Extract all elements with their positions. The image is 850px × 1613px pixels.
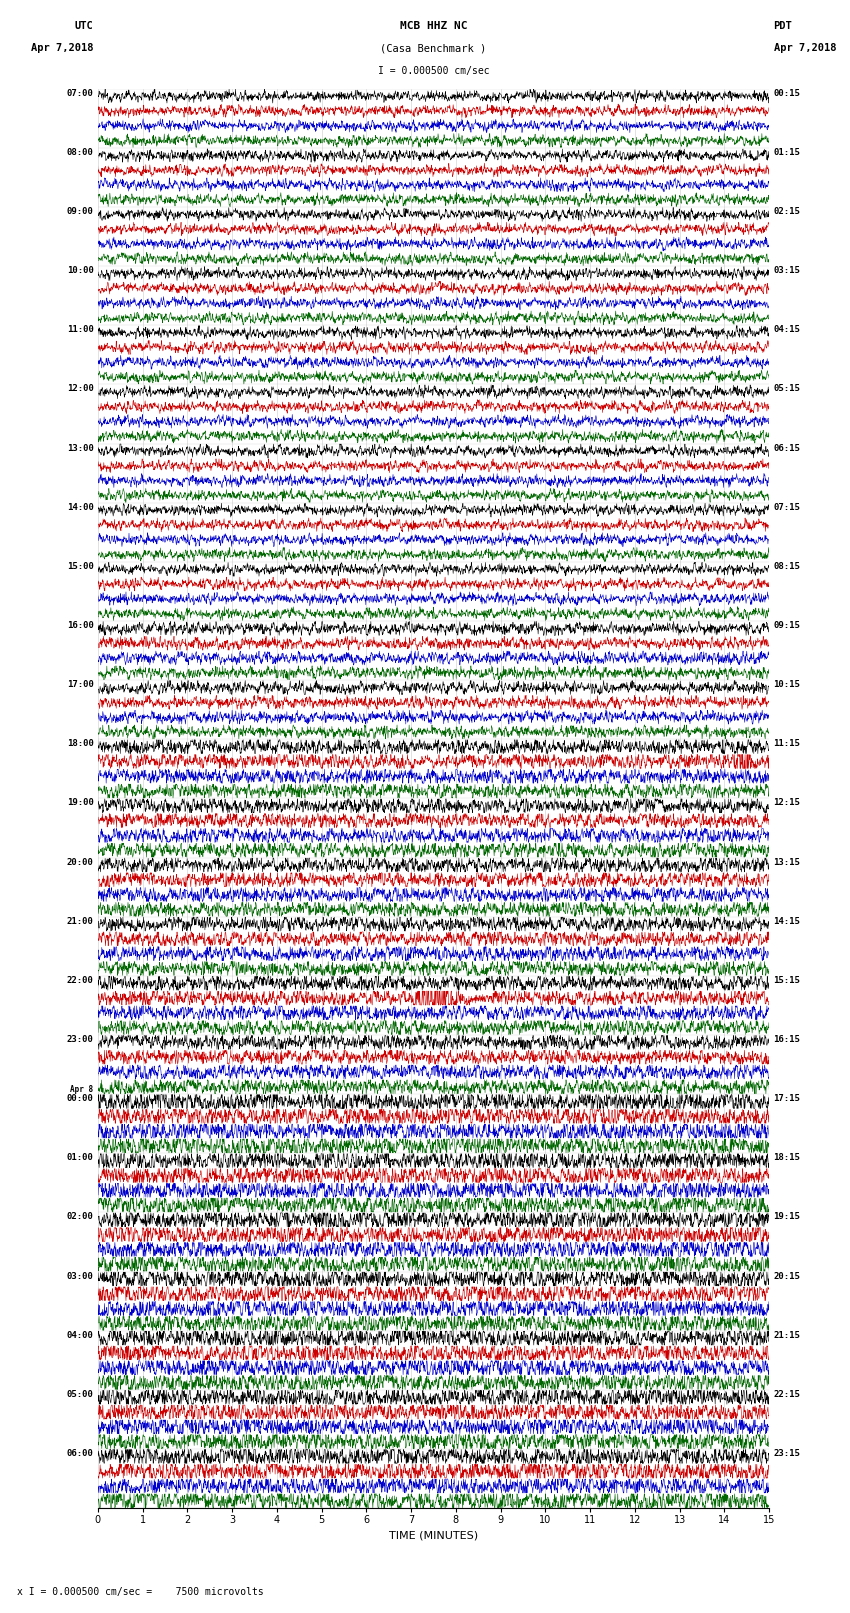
Text: MCB HHZ NC: MCB HHZ NC: [400, 21, 468, 31]
Text: 13:00: 13:00: [66, 444, 94, 453]
Text: 10:00: 10:00: [66, 266, 94, 276]
Text: 07:00: 07:00: [66, 89, 94, 98]
Text: 12:15: 12:15: [774, 798, 801, 808]
Text: UTC: UTC: [75, 21, 94, 31]
Text: (Casa Benchmark ): (Casa Benchmark ): [380, 44, 486, 53]
Text: 05:15: 05:15: [774, 384, 801, 394]
Text: 17:15: 17:15: [774, 1094, 801, 1103]
Text: PDT: PDT: [774, 21, 792, 31]
Text: 05:00: 05:00: [66, 1390, 94, 1398]
Text: 19:15: 19:15: [774, 1213, 801, 1221]
Text: 17:00: 17:00: [66, 681, 94, 689]
Text: 14:15: 14:15: [774, 916, 801, 926]
Text: 01:15: 01:15: [774, 148, 801, 156]
Text: 15:00: 15:00: [66, 561, 94, 571]
Text: 00:15: 00:15: [774, 89, 801, 98]
Text: 11:00: 11:00: [66, 326, 94, 334]
Text: 20:00: 20:00: [66, 858, 94, 866]
Text: 00:00: 00:00: [66, 1094, 94, 1103]
Text: I = 0.000500 cm/sec: I = 0.000500 cm/sec: [377, 66, 490, 76]
Text: 06:15: 06:15: [774, 444, 801, 453]
Text: 14:00: 14:00: [66, 503, 94, 511]
Text: 16:15: 16:15: [774, 1036, 801, 1044]
Text: 07:15: 07:15: [774, 503, 801, 511]
Text: 23:15: 23:15: [774, 1448, 801, 1458]
Text: x I = 0.000500 cm/sec =    7500 microvolts: x I = 0.000500 cm/sec = 7500 microvolts: [17, 1587, 264, 1597]
Text: 03:00: 03:00: [66, 1271, 94, 1281]
Text: 13:15: 13:15: [774, 858, 801, 866]
Text: Apr 7,2018: Apr 7,2018: [31, 44, 94, 53]
Text: 19:00: 19:00: [66, 798, 94, 808]
Text: 23:00: 23:00: [66, 1036, 94, 1044]
Text: 22:00: 22:00: [66, 976, 94, 986]
Text: 15:15: 15:15: [774, 976, 801, 986]
Text: 21:00: 21:00: [66, 916, 94, 926]
Text: 04:15: 04:15: [774, 326, 801, 334]
Text: 21:15: 21:15: [774, 1331, 801, 1340]
Text: 18:15: 18:15: [774, 1153, 801, 1163]
Text: 12:00: 12:00: [66, 384, 94, 394]
Text: 04:00: 04:00: [66, 1331, 94, 1340]
Text: 16:00: 16:00: [66, 621, 94, 631]
Text: 18:00: 18:00: [66, 739, 94, 748]
Text: 09:15: 09:15: [774, 621, 801, 631]
Text: 08:00: 08:00: [66, 148, 94, 156]
Text: Apr 7,2018: Apr 7,2018: [774, 44, 836, 53]
Text: 11:15: 11:15: [774, 739, 801, 748]
X-axis label: TIME (MINUTES): TIME (MINUTES): [389, 1531, 478, 1540]
Text: 08:15: 08:15: [774, 561, 801, 571]
Text: 10:15: 10:15: [774, 681, 801, 689]
Text: 06:00: 06:00: [66, 1448, 94, 1458]
Text: 20:15: 20:15: [774, 1271, 801, 1281]
Text: 22:15: 22:15: [774, 1390, 801, 1398]
Text: 01:00: 01:00: [66, 1153, 94, 1163]
Text: 09:00: 09:00: [66, 206, 94, 216]
Text: 02:15: 02:15: [774, 206, 801, 216]
Text: 02:00: 02:00: [66, 1213, 94, 1221]
Text: Apr 8: Apr 8: [71, 1086, 94, 1094]
Text: 03:15: 03:15: [774, 266, 801, 276]
